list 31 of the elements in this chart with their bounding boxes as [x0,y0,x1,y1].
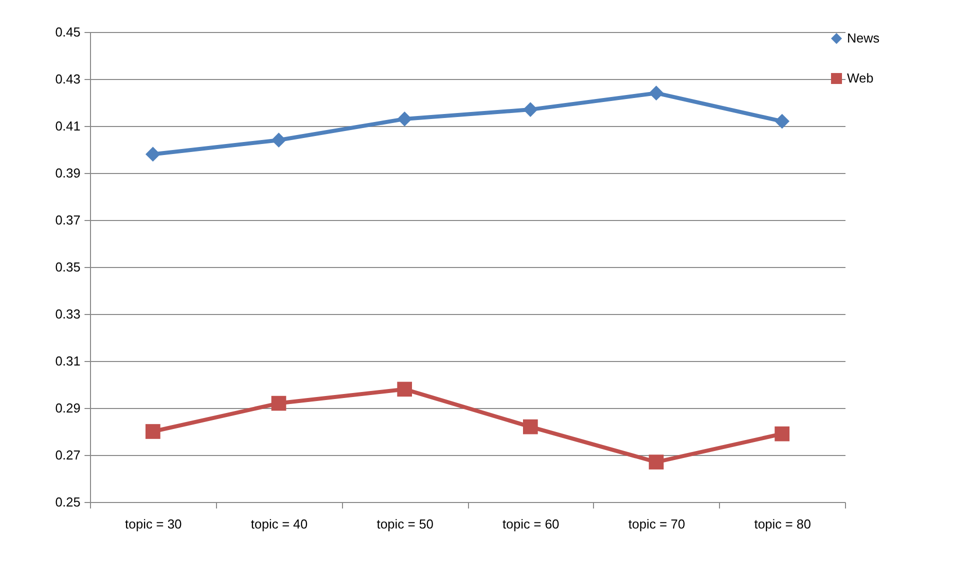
y-tick-label: 0.37 [55,212,80,228]
x-tick-label: topic = 30 [125,516,182,532]
x-tick-label: topic = 50 [376,516,434,532]
y-tick-label: 0.31 [55,354,80,368]
y-tick-label: 0.27 [55,448,80,462]
point [523,102,538,117]
y-tick-label: 0.33 [55,306,80,322]
point [774,426,790,442]
x-tick-label: topic = 70 [628,516,686,532]
x-tick-label: topic = 40 [250,516,308,532]
y-tick-label: 0.43 [55,72,80,86]
point [774,114,790,129]
y-tick-label: 0.41 [55,118,80,134]
point [146,146,160,162]
point [271,132,286,148]
y-tick-label: 0.39 [55,166,80,180]
point [146,424,160,439]
point [271,396,286,411]
y-tick-label: 0.25 [55,494,80,510]
point [648,454,664,470]
point [648,86,664,101]
legend-label: Web [847,70,874,86]
point [397,382,412,397]
y-tick-label: 0.35 [55,260,80,274]
point [523,419,538,434]
y-tick-label: 0.45 [55,24,80,40]
legend-label: News [847,30,880,46]
x-tick-label: topic = 80 [754,516,811,532]
point [397,112,412,126]
y-tick-label: 0.29 [55,400,80,416]
x-tick-label: topic = 60 [502,516,560,532]
